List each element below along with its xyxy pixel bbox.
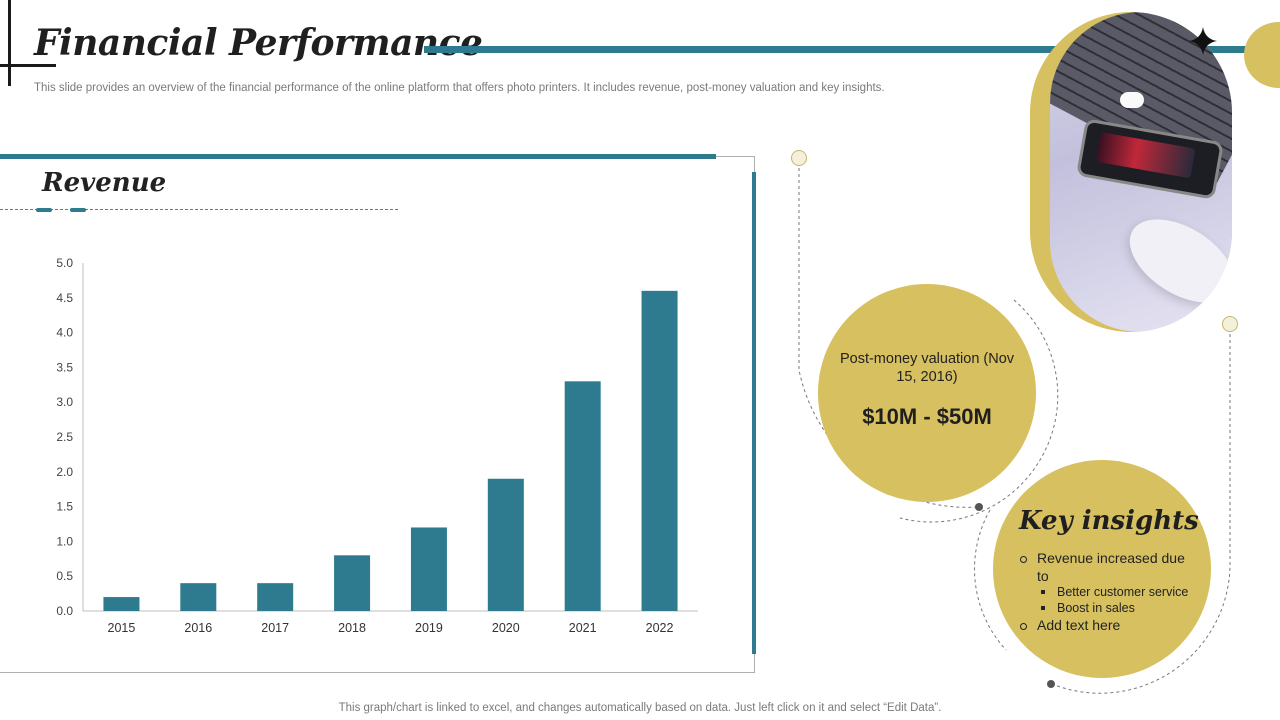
y-tick-label: 3.5 (56, 360, 73, 374)
revenue-bar-chart[interactable]: 0.0 0.5 1.0 1.5 2.0 2.5 3.0 3.5 4.0 4.5 5.0 2015 201… (40, 248, 720, 648)
page-subtitle: This slide provides an overview of the f… (34, 82, 885, 94)
bullet-circle-icon (1020, 556, 1027, 563)
y-tick-label: 0.5 (56, 569, 73, 583)
earbuds-image (1120, 92, 1144, 108)
bar (334, 555, 371, 611)
y-tick-label: 0.0 (56, 604, 73, 618)
insight-subitem: Better customer service (1057, 585, 1189, 599)
chart-panel-accent-right (752, 172, 756, 654)
key-insights-circle: Key insights Revenue increased due to Be… (993, 460, 1211, 678)
bar (641, 290, 678, 611)
insight-item[interactable]: Add text here (1037, 617, 1121, 633)
corner-mark-vertical (8, 0, 11, 86)
key-insights-title: Key insights (1019, 506, 1199, 536)
bar (410, 527, 447, 611)
x-tick-label: 2017 (261, 621, 289, 635)
connector-ring (1222, 316, 1238, 332)
x-tick-label: 2015 (108, 621, 136, 635)
x-tick-label: 2022 (646, 621, 674, 635)
corner-mark-horizontal (0, 64, 56, 67)
y-tick-label: 2.5 (56, 430, 73, 444)
x-tick-label: 2016 (184, 621, 212, 635)
y-tick-label: 2.0 (56, 465, 73, 479)
connector-dot (975, 503, 983, 511)
valuation-amount: $10M - $50M (862, 404, 992, 429)
y-tick-label: 1.0 (56, 534, 73, 548)
x-tick-label: 2020 (492, 621, 520, 635)
connector-ring (791, 150, 807, 166)
connector-dot (1047, 680, 1055, 688)
heading-accent-pill (36, 208, 52, 212)
y-tick-label: 1.5 (56, 500, 73, 514)
y-tick-label: 3.0 (56, 395, 73, 409)
title-accent-bar (424, 46, 1280, 53)
page-title: Financial Performance (34, 22, 483, 64)
x-tick-label: 2021 (569, 621, 597, 635)
valuation-label: Post-money valuation (Nov 15, 2016) (839, 351, 1015, 385)
bullet-square-icon (1041, 606, 1045, 610)
x-tick-label: 2018 (338, 621, 366, 635)
bar (564, 381, 601, 611)
chart-panel-border (716, 156, 754, 157)
y-tick-label: 5.0 (56, 256, 73, 270)
bar (487, 478, 524, 611)
bar (257, 583, 294, 611)
sparkle-icon (1189, 27, 1217, 55)
insight-item: Revenue increased due to (1037, 550, 1185, 584)
x-tick-label: 2019 (415, 621, 443, 635)
laptop-phone-photo (1030, 12, 1232, 332)
footer-note: This graph/chart is linked to excel, and… (338, 702, 942, 714)
bar (103, 597, 140, 611)
chart-heading: Revenue (42, 168, 167, 198)
heading-dashed-rule (0, 209, 398, 210)
y-tick-label: 4.0 (56, 326, 73, 340)
chart-panel-border-bottom (0, 672, 755, 673)
bullet-circle-icon (1020, 623, 1027, 630)
chart-panel-top-bar (0, 154, 716, 159)
valuation-circle: Post-money valuation (Nov 15, 2016) $10M… (818, 284, 1036, 502)
bar (180, 583, 217, 611)
y-tick-label: 4.5 (56, 291, 73, 305)
mouse-image (1115, 202, 1232, 320)
bullet-square-icon (1041, 590, 1045, 594)
heading-accent-pill (70, 208, 86, 212)
insight-subitem: Boost in sales (1057, 601, 1135, 615)
